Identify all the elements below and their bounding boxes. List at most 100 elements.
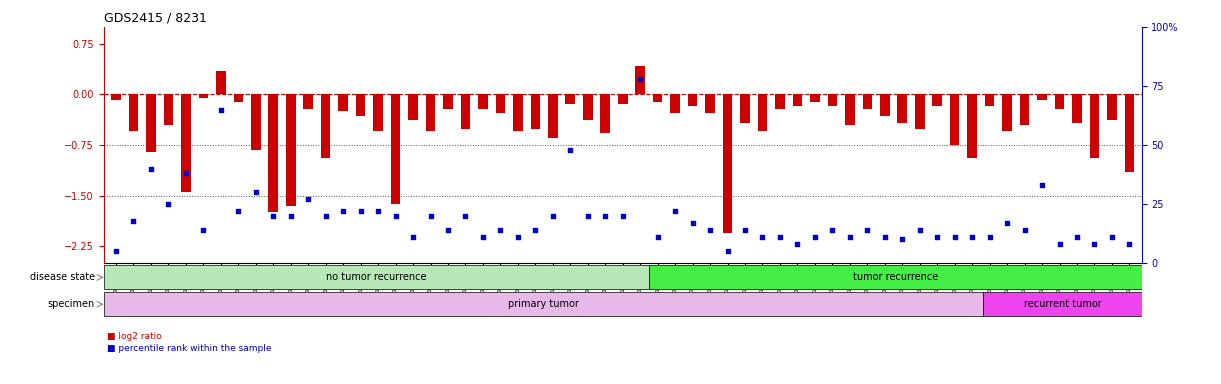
Bar bbox=[653, 94, 663, 103]
Point bbox=[211, 106, 231, 113]
Bar bbox=[706, 94, 714, 113]
Point bbox=[910, 227, 929, 233]
Point bbox=[508, 234, 527, 240]
Text: no tumor recurrence: no tumor recurrence bbox=[326, 272, 426, 283]
Bar bbox=[426, 94, 436, 131]
Bar bbox=[1002, 94, 1012, 131]
Point bbox=[596, 213, 615, 219]
Point bbox=[718, 248, 737, 254]
Bar bbox=[670, 94, 680, 113]
Bar bbox=[355, 94, 365, 116]
Bar bbox=[548, 94, 558, 138]
Bar bbox=[845, 94, 855, 125]
Point bbox=[578, 213, 597, 219]
Bar bbox=[915, 94, 924, 129]
Bar bbox=[164, 94, 173, 125]
Point bbox=[386, 213, 405, 219]
Point bbox=[683, 220, 702, 226]
Bar bbox=[479, 94, 487, 109]
Bar bbox=[374, 94, 383, 131]
Bar bbox=[252, 94, 260, 150]
Bar bbox=[933, 94, 943, 106]
Point bbox=[316, 213, 336, 219]
Point bbox=[264, 213, 283, 219]
Point bbox=[857, 227, 877, 233]
Bar bbox=[983, 292, 1142, 316]
Point bbox=[928, 234, 947, 240]
Point bbox=[875, 234, 895, 240]
Point bbox=[823, 227, 842, 233]
Point bbox=[474, 234, 493, 240]
Point bbox=[805, 234, 824, 240]
Point bbox=[403, 234, 422, 240]
Bar bbox=[565, 94, 575, 104]
Point bbox=[491, 227, 510, 233]
Point bbox=[159, 201, 178, 207]
Point bbox=[962, 234, 982, 240]
Bar bbox=[810, 94, 819, 103]
Bar bbox=[792, 94, 802, 106]
Point bbox=[245, 189, 265, 195]
Bar bbox=[460, 94, 470, 129]
Text: specimen: specimen bbox=[48, 299, 95, 310]
Bar bbox=[985, 94, 994, 106]
Point bbox=[770, 234, 790, 240]
Point bbox=[893, 237, 912, 243]
Point bbox=[1120, 241, 1139, 247]
Point bbox=[1103, 234, 1122, 240]
Point bbox=[421, 213, 441, 219]
Bar bbox=[321, 94, 331, 159]
Bar bbox=[1037, 94, 1046, 100]
Point bbox=[735, 227, 755, 233]
Bar bbox=[967, 94, 977, 159]
Point bbox=[525, 227, 545, 233]
Bar bbox=[1107, 94, 1117, 120]
Bar bbox=[531, 94, 540, 129]
Point bbox=[281, 213, 300, 219]
Point bbox=[106, 248, 126, 254]
Bar bbox=[723, 94, 733, 233]
Bar bbox=[1020, 94, 1029, 125]
Bar bbox=[216, 71, 226, 94]
Bar bbox=[758, 94, 767, 131]
Bar bbox=[128, 94, 138, 131]
Point bbox=[438, 227, 458, 233]
Point bbox=[630, 76, 650, 82]
Point bbox=[1015, 227, 1034, 233]
Bar bbox=[828, 94, 838, 106]
Point bbox=[194, 227, 214, 233]
Bar bbox=[897, 94, 907, 123]
Point bbox=[613, 213, 632, 219]
Point bbox=[752, 234, 772, 240]
Point bbox=[840, 234, 860, 240]
Point bbox=[1067, 234, 1087, 240]
Bar bbox=[111, 94, 121, 100]
Bar bbox=[443, 94, 453, 109]
Bar bbox=[1055, 94, 1065, 109]
Bar bbox=[269, 94, 278, 212]
Bar bbox=[513, 94, 523, 131]
Bar bbox=[650, 265, 1142, 290]
Bar bbox=[147, 94, 156, 152]
Bar bbox=[862, 94, 872, 109]
Bar bbox=[880, 94, 890, 116]
Text: recurrent tumor: recurrent tumor bbox=[1023, 299, 1101, 310]
Point bbox=[123, 217, 143, 223]
Text: disease state: disease state bbox=[29, 272, 95, 283]
Point bbox=[142, 166, 161, 172]
Point bbox=[369, 208, 388, 214]
Bar bbox=[181, 94, 190, 192]
Point bbox=[665, 208, 685, 214]
Bar bbox=[601, 94, 610, 134]
Bar bbox=[286, 94, 295, 206]
Bar bbox=[950, 94, 960, 145]
Point bbox=[455, 213, 475, 219]
Bar bbox=[1125, 94, 1134, 172]
Bar bbox=[740, 94, 750, 123]
Bar bbox=[233, 94, 243, 103]
Bar bbox=[582, 94, 592, 120]
Bar bbox=[303, 94, 313, 109]
Bar bbox=[635, 66, 645, 94]
Bar bbox=[391, 94, 400, 204]
Bar bbox=[1072, 94, 1082, 123]
